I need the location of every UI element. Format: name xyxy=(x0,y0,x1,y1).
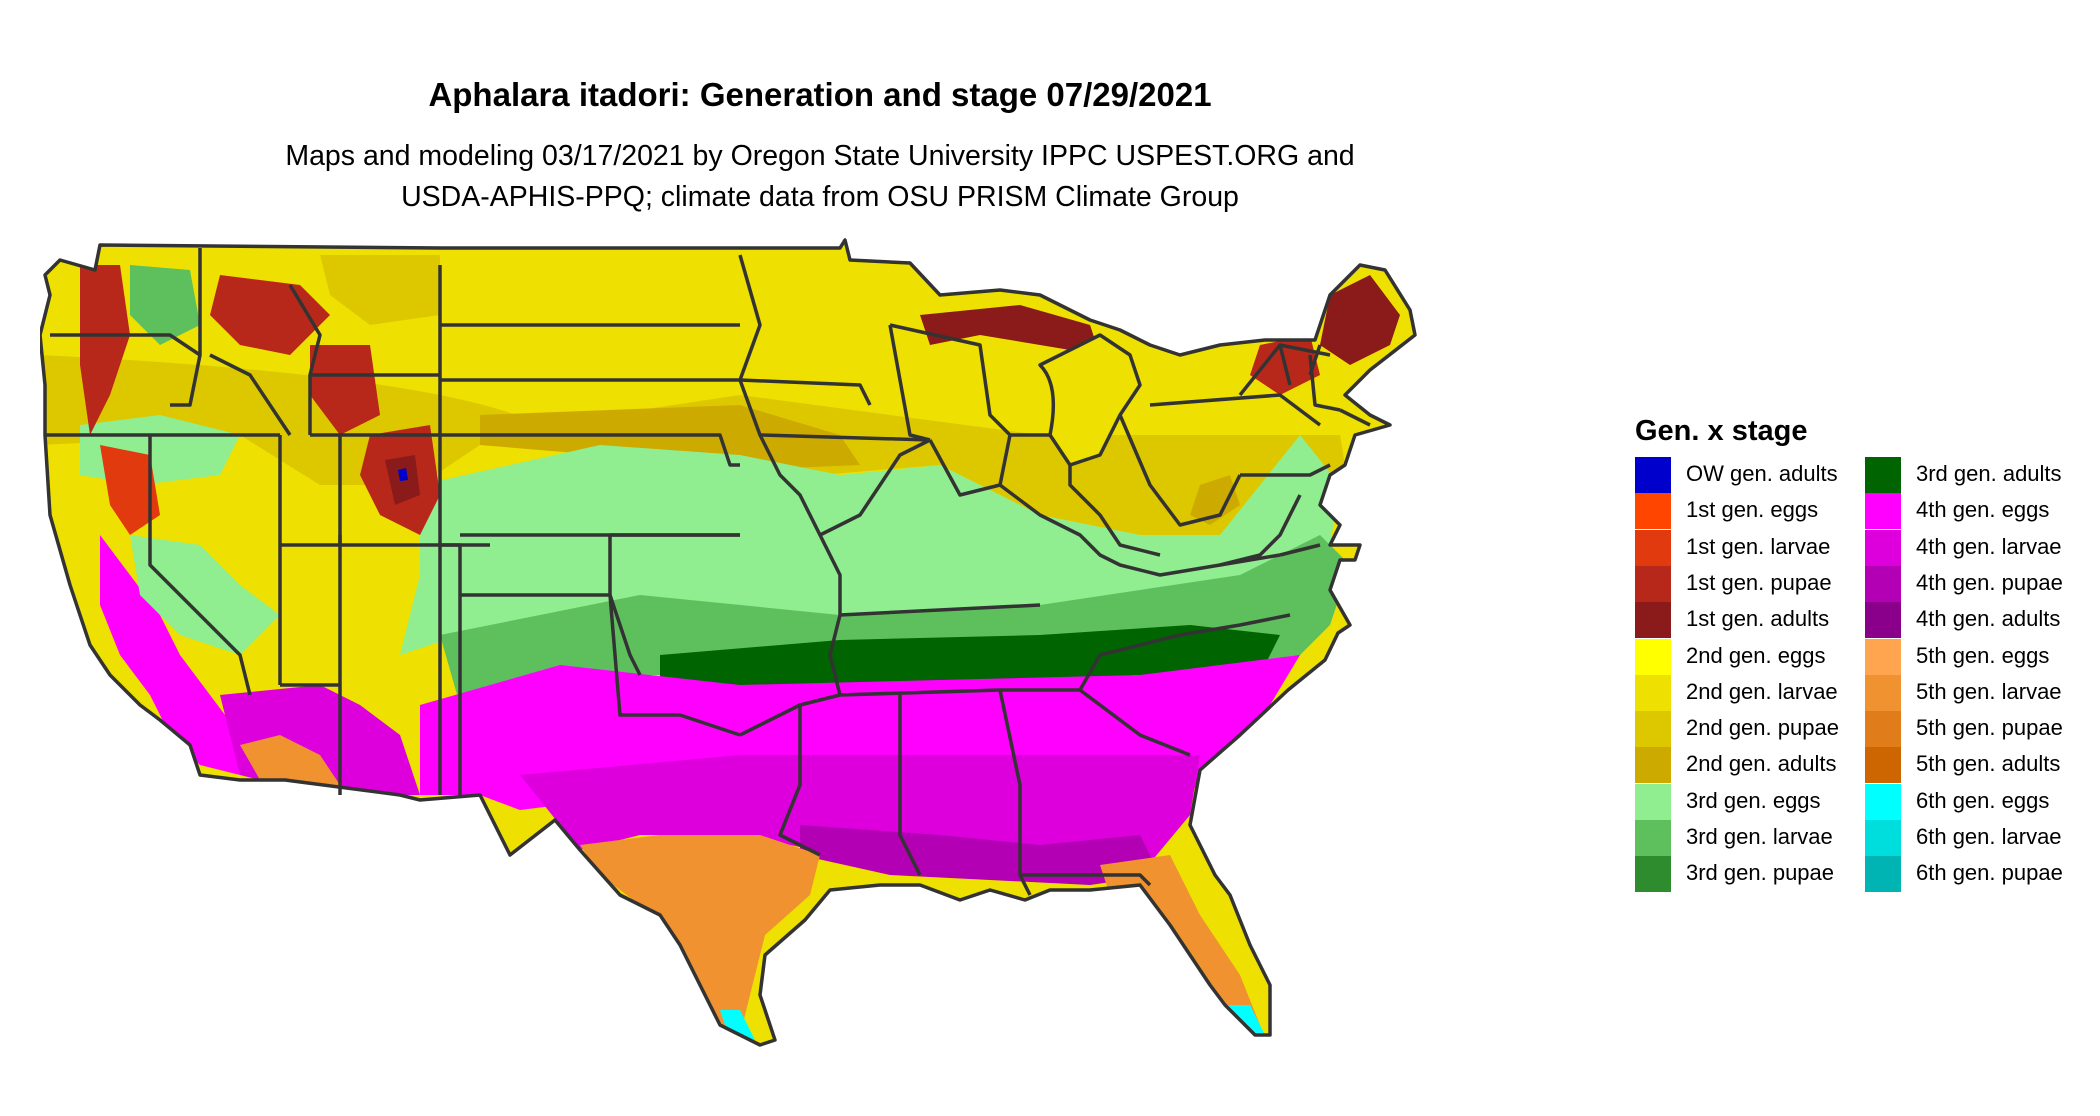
legend-swatch xyxy=(1865,565,1901,602)
zone-1st-pupae-wyoming xyxy=(310,345,380,435)
legend-swatch xyxy=(1635,820,1671,856)
legend-swatch xyxy=(1865,638,1901,675)
legend-label: 4th gen. pupae xyxy=(1916,569,2063,595)
legend-item: 2nd gen. eggs xyxy=(1635,638,1875,675)
legend-label: 2nd gen. eggs xyxy=(1686,642,1826,668)
zone-2nd-adults xyxy=(480,405,860,470)
legend-item: 2nd gen. pupae xyxy=(1635,711,1875,748)
zone-1st-pupae-cascades xyxy=(80,265,130,435)
legend-swatch xyxy=(1635,856,1671,893)
legend-item: 1st gen. adults xyxy=(1635,602,1875,639)
legend-swatch xyxy=(1635,711,1671,748)
legend-swatch xyxy=(1635,565,1671,602)
zone-1st-pupae-appalachians xyxy=(1190,475,1240,525)
legend-title: Gen. x stage xyxy=(1635,415,1808,447)
legend-item: 3rd gen. eggs xyxy=(1635,783,1875,820)
legend-item: 2nd gen. adults xyxy=(1635,747,1875,784)
legend-label: 2nd gen. pupae xyxy=(1686,715,1839,741)
zone-4th-eggs-california xyxy=(100,535,240,775)
legend-swatch xyxy=(1865,602,1901,639)
legend-label: 3rd gen. pupae xyxy=(1686,860,1835,886)
legend-label: 3rd gen. larvae xyxy=(1686,824,1833,849)
legend-item: 4th gen. adults xyxy=(1865,602,2100,639)
legend-item: 4th gen. eggs xyxy=(1865,493,2100,530)
legend-swatch xyxy=(1635,638,1671,675)
legend-label: 1st gen. eggs xyxy=(1686,497,1819,523)
legend-swatch xyxy=(1865,711,1901,748)
legend-swatch xyxy=(1635,457,1671,493)
legend-label: 3rd gen. adults xyxy=(1916,461,2062,486)
legend-item: 4th gen. pupae xyxy=(1865,565,2100,602)
legend-swatch xyxy=(1635,529,1671,566)
legend-item: 1st gen. larvae xyxy=(1635,529,1875,566)
map-title: Aphalara itadori: Generation and stage 0… xyxy=(428,76,1212,113)
legend-item: 6th gen. eggs xyxy=(1865,783,2100,820)
legend-swatch xyxy=(1865,457,1901,493)
legend-swatch xyxy=(1865,529,1901,566)
legend-item: 3rd gen. adults xyxy=(1865,457,2100,493)
legend-label: 5th gen. eggs xyxy=(1916,642,2050,668)
legend-label: 3rd gen. eggs xyxy=(1686,787,1821,813)
legend-item: 5th gen. eggs xyxy=(1865,638,2100,675)
legend-swatch xyxy=(1865,493,1901,530)
legend-label: 1st gen. larvae xyxy=(1686,533,1831,559)
legend-label: 1st gen. pupae xyxy=(1686,569,1832,595)
legend-label: 5th gen. adults xyxy=(1916,751,2061,777)
zone-1st-adults-michigan xyxy=(920,305,1100,355)
legend-item: 1st gen. pupae xyxy=(1635,565,1875,602)
state-boundaries xyxy=(40,238,1417,1047)
zone-2nd-pupae-montana xyxy=(320,255,440,325)
legend-item: 5th gen. larvae xyxy=(1865,674,2100,711)
legend-item: 4th gen. larvae xyxy=(1865,529,2100,566)
legend-item: 6th gen. pupae xyxy=(1865,856,2100,893)
legend-label: 2nd gen. larvae xyxy=(1686,678,1838,704)
legend-label: 5th gen. larvae xyxy=(1916,678,2062,704)
legend-label: OW gen. adults xyxy=(1686,461,1838,486)
legend-item: 3rd gen. pupae xyxy=(1635,856,1875,893)
legend-swatch xyxy=(1865,674,1901,711)
legend-swatch xyxy=(1635,783,1671,820)
legend-swatch xyxy=(1635,493,1671,530)
legend-item: OW gen. adults xyxy=(1635,457,1875,493)
legend-swatch xyxy=(1865,820,1901,856)
subtitle-line-1: Maps and modeling 03/17/2021 by Oregon S… xyxy=(285,140,1355,172)
legend-swatch xyxy=(1635,674,1671,711)
legend-item: 5th gen. adults xyxy=(1865,747,2100,784)
subtitle-line-2: USDA-APHIS-PPQ; climate data from OSU PR… xyxy=(401,181,1239,213)
legend-swatch xyxy=(1865,856,1901,893)
zone-3rd-adults xyxy=(660,625,1280,695)
legend-label: 4th gen. larvae xyxy=(1916,533,2062,559)
zone-1st-eggs-sierra xyxy=(100,445,160,535)
zone-3rd-larvae-washington xyxy=(130,265,200,345)
legend-label: 1st gen. adults xyxy=(1686,606,1830,632)
legend-swatch xyxy=(1865,783,1901,820)
zone-1st-adults-maine xyxy=(1320,275,1400,365)
legend-item: 6th gen. larvae xyxy=(1865,820,2100,856)
legend-item: 2nd gen. larvae xyxy=(1635,674,1875,711)
legend-label: 5th gen. pupae xyxy=(1916,715,2063,741)
legend-swatch xyxy=(1635,747,1671,784)
legend-label: 4th gen. adults xyxy=(1916,606,2061,632)
legend-label: 6th gen. larvae xyxy=(1916,824,2062,849)
legend-swatch xyxy=(1865,747,1901,784)
legend-label: 6th gen. pupae xyxy=(1916,860,2063,886)
legend-swatch xyxy=(1635,602,1671,639)
legend-item: 3rd gen. larvae xyxy=(1635,820,1875,856)
legend-item: 5th gen. pupae xyxy=(1865,711,2100,748)
zone-1st-pupae-idaho xyxy=(210,275,330,355)
legend-label: 4th gen. eggs xyxy=(1916,497,2050,523)
zone-2nd-eggs-plains xyxy=(420,255,760,365)
zone-5th-larvae-texas xyxy=(580,835,820,1035)
zone-ow-adults-colorado xyxy=(398,468,408,481)
zone-3rd-eggs-west xyxy=(130,535,280,655)
us-outline xyxy=(40,238,1417,1047)
map-fill-layer xyxy=(40,240,1415,1045)
map-subtitle: Maps and modeling 03/17/2021 by Oregon S… xyxy=(0,136,1640,218)
legend-item: 1st gen. eggs xyxy=(1635,493,1875,530)
legend-label: 2nd gen. adults xyxy=(1686,751,1837,777)
legend-label: 6th gen. eggs xyxy=(1916,787,2050,813)
us-generation-stage-map xyxy=(40,238,1417,1047)
zone-4th-pupae xyxy=(800,825,1160,885)
